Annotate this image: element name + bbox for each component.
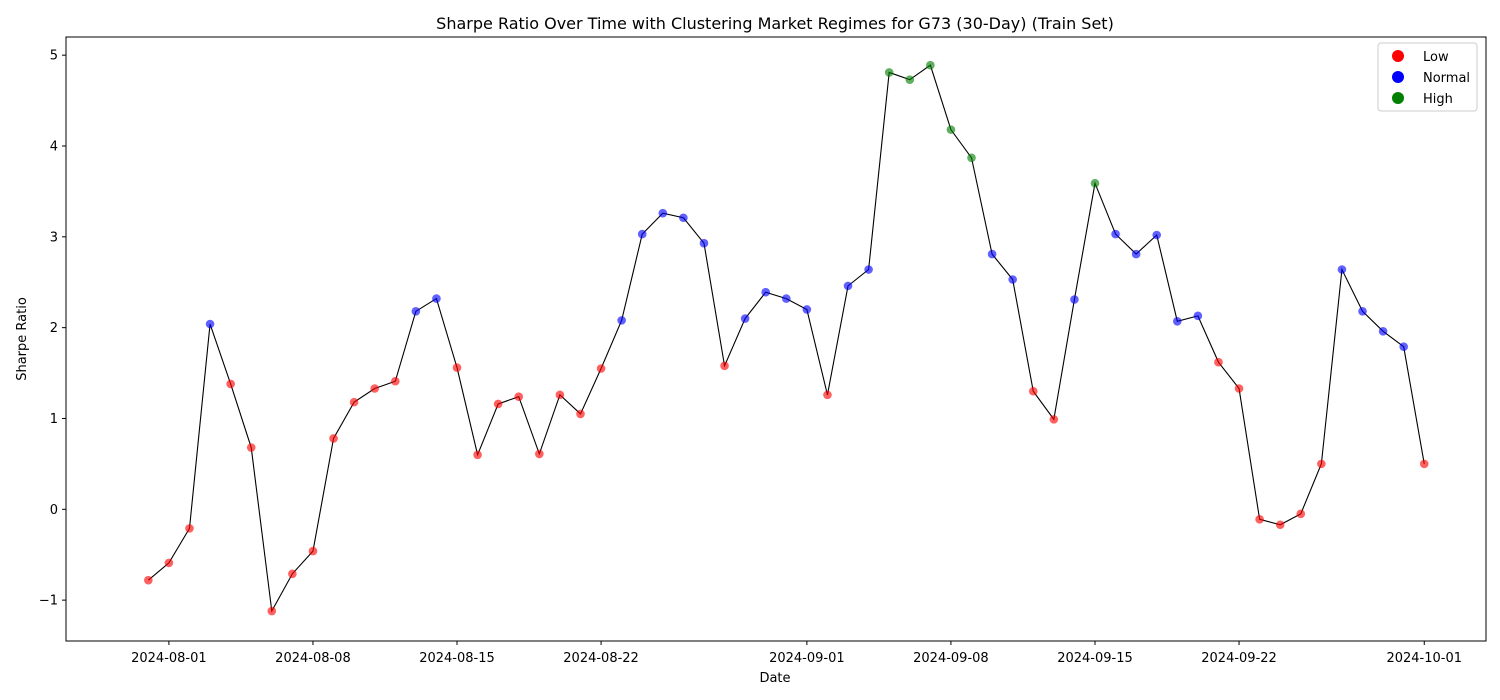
x-tick-label: 2024-09-22 [1201,651,1277,666]
data-point-normal [205,319,215,329]
x-tick-label: 2024-08-01 [131,651,207,666]
sharpe-ratio-line [147,64,1425,613]
x-axis-label: Date [759,671,790,686]
x-tick-label: 2024-10-01 [1386,651,1462,666]
data-point-low [823,390,832,400]
data-point-low [1317,459,1326,469]
legend-label-high: High [1423,92,1453,107]
data-point-low [493,399,503,409]
data-point-high [884,68,894,77]
data-point-normal [1111,229,1120,239]
data-point-normal [864,265,873,274]
data-point-normal [1193,311,1203,321]
data-point-normal [1131,249,1141,259]
data-point-low [596,364,606,373]
data-point-low [226,379,235,389]
data-point-low [1214,357,1223,367]
data-point-normal [1070,295,1079,304]
data-point-normal [802,305,812,314]
data-point-low [267,606,277,616]
x-tick-label: 2024-09-08 [913,651,989,666]
data-point-low [1234,384,1244,393]
data-point-low [1296,509,1306,519]
data-point-normal [843,281,853,291]
legend-marker-low [1392,50,1404,62]
data-point-low [1049,415,1059,424]
y-tick-label: 3 [50,230,58,245]
data-point-low [452,363,462,372]
data-point-high [926,60,935,70]
data-point-low [246,443,256,452]
data-point-low [720,361,729,371]
x-tick-label: 2024-09-15 [1057,651,1133,666]
y-tick-label: 1 [50,412,58,427]
data-point-low [535,449,544,459]
data-point-high [967,153,976,163]
data-point-low [308,546,318,556]
data-point-normal [658,208,668,218]
data-point-normal [761,287,771,297]
y-tick-label: 2 [50,321,58,336]
data-point-low [349,397,359,407]
data-point-low [514,392,524,401]
plot-frame [65,36,1487,642]
data-point-normal [987,249,997,259]
data-point-normal [679,213,688,223]
y-tick-label: 4 [50,139,58,154]
data-point-normal [617,316,626,325]
y-axis-label: Sharpe Ratio [15,297,30,381]
data-point-low [185,524,194,533]
legend-label-normal: Normal [1423,71,1470,86]
data-point-low [370,384,380,393]
data-point-normal [781,294,791,303]
data-point-low [576,409,585,419]
data-point-normal [1358,307,1367,316]
data-point-normal [637,229,647,239]
data-point-normal [411,307,421,316]
data-point-low [555,390,565,400]
data-point-normal [1378,326,1388,336]
data-point-high [1090,178,1100,188]
data-point-low [473,450,482,460]
x-tick-label: 2024-09-01 [769,651,845,666]
data-point-normal [1152,230,1162,240]
plot-area [144,60,1429,616]
chart-title: Sharpe Ratio Over Time with Clustering M… [436,14,1114,33]
y-axis-ticks: −1 0 1 2 3 4 5 [39,49,66,609]
data-point-low [1028,386,1038,396]
data-point-high [905,75,915,84]
legend-label-low: Low [1423,50,1449,65]
data-point-low [390,376,400,386]
legend-box [1377,42,1478,112]
x-tick-label: 2024-08-15 [419,651,495,666]
data-point-low [164,558,174,568]
y-tick-label: 5 [50,49,58,64]
x-tick-label: 2024-08-22 [563,651,639,666]
x-tick-label: 2024-08-08 [275,651,351,666]
data-point-low [329,434,338,443]
data-point-normal [1008,275,1017,284]
data-point-low [288,569,297,579]
data-point-low [1255,514,1264,524]
data-point-normal [740,314,750,323]
legend-marker-normal [1392,71,1404,83]
data-point-normal [1337,265,1347,274]
data-point-high [946,125,956,134]
y-tick-label: 0 [50,503,58,518]
data-point-normal [699,238,709,248]
legend: Low Normal High [1377,42,1478,112]
y-tick-label: −1 [39,594,58,609]
data-point-normal [1399,342,1408,352]
data-point-normal [1173,316,1182,326]
data-point-low [144,575,153,585]
x-axis-ticks: 2024-08-01 2024-08-08 2024-08-15 2024-08-22… [131,641,1462,666]
data-point-low [1419,459,1429,469]
data-point-normal [432,294,441,303]
legend-marker-high [1392,92,1404,104]
data-point-low [1275,520,1285,530]
